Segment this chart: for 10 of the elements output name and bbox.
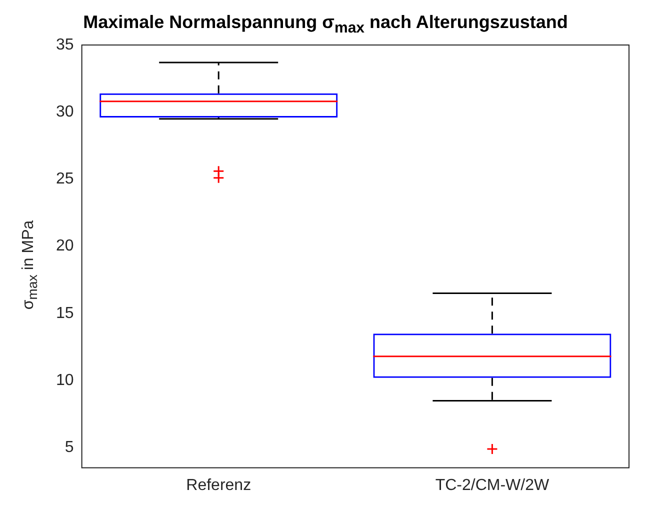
y-tick-label: 25 <box>56 170 74 188</box>
chart-title: Maximale Normalspannung σ$_{max}$ nach Alterungszustand <box>82 12 569 37</box>
y-tick-label: 10 <box>56 372 74 389</box>
y-tick-label: 15 <box>56 304 74 322</box>
y-tick-label: 35 <box>56 36 74 54</box>
y-tick-label: 20 <box>56 238 74 255</box>
x-tick-label: TC-2/CM-W/2W <box>435 476 550 494</box>
y-tick-label: 30 <box>56 104 74 121</box>
y-tick-label: 5 <box>64 439 74 456</box>
x-tick-label: Referenz <box>186 476 252 494</box>
